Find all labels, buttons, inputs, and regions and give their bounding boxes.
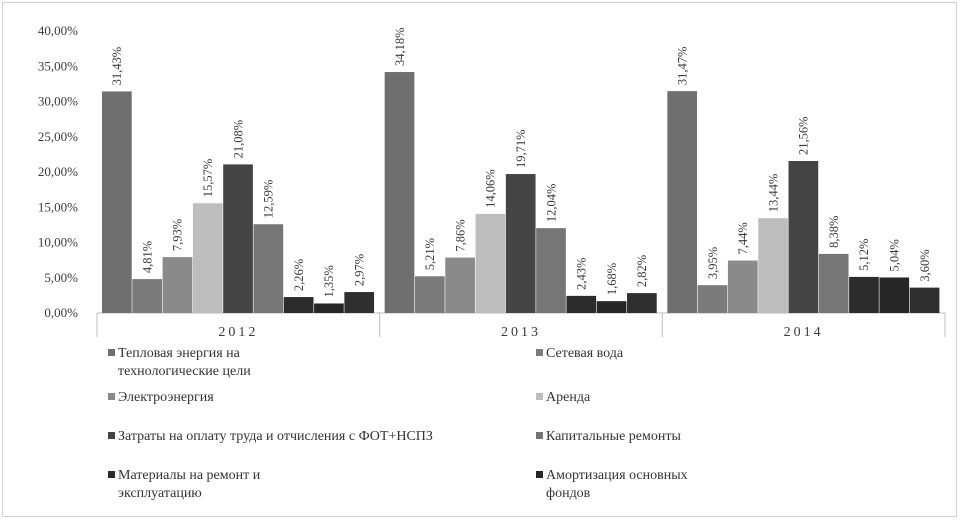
data-label: 12,59% [262, 180, 276, 219]
bar [475, 213, 506, 313]
data-label: 4,81% [140, 241, 154, 273]
y-tick-label: 40,00% [38, 23, 78, 38]
legend-label: Затраты на оплату труда и отчисления с Ф… [118, 429, 433, 444]
data-label: 5,12% [857, 239, 871, 271]
data-label: 2,82% [635, 255, 649, 287]
bar [849, 276, 879, 313]
data-label: 7,86% [453, 219, 467, 251]
x-category-label: 2013 [501, 325, 541, 340]
legend-swatch [108, 349, 115, 356]
bar [102, 91, 132, 313]
data-label: 12,04% [544, 184, 558, 223]
legend-swatch [536, 349, 543, 356]
bar [879, 277, 910, 313]
legend-label: Тепловая энергия на [118, 346, 241, 361]
bar [818, 253, 849, 313]
bar [445, 257, 475, 313]
legend-label: Амортизация основных [546, 468, 688, 483]
bar [697, 285, 728, 313]
legend-label: Материалы на ремонт и [118, 468, 261, 483]
bar [505, 174, 536, 313]
bar [536, 228, 566, 313]
bar [192, 203, 223, 313]
bar [253, 224, 284, 313]
y-tick-label: 10,00% [38, 235, 78, 250]
bar [566, 295, 597, 313]
data-label: 21,08% [231, 120, 245, 159]
bar [283, 297, 314, 313]
legend-label: Аренда [546, 390, 591, 405]
bar [414, 276, 445, 313]
data-label: 7,93% [171, 219, 185, 251]
data-label: 2,97% [353, 254, 367, 286]
y-tick-label: 0,00% [44, 305, 78, 320]
bar [758, 218, 788, 313]
legend-label: эксплуатацию [118, 486, 202, 501]
legend-swatch [108, 471, 115, 478]
x-category-label: 2014 [784, 325, 824, 340]
legend-swatch [536, 471, 543, 478]
legend-swatch [108, 393, 115, 400]
bar [162, 257, 193, 313]
bar [627, 293, 657, 313]
bar [384, 72, 415, 313]
data-label: 14,06% [484, 169, 498, 208]
legend-swatch [536, 432, 543, 439]
data-label: 1,68% [605, 263, 619, 295]
data-label: 34,18% [393, 27, 407, 66]
legend-swatch [536, 393, 543, 400]
data-label: 5,04% [888, 239, 902, 271]
data-label: 3,60% [918, 249, 932, 281]
data-label: 8,38% [827, 216, 841, 248]
y-tick-label: 20,00% [38, 164, 78, 179]
x-category-label: 2012 [218, 325, 258, 340]
data-label: 15,57% [201, 159, 215, 198]
y-tick-label: 35,00% [38, 58, 78, 73]
data-label: 13,44% [766, 174, 780, 213]
data-label: 1,35% [322, 265, 336, 297]
bar [223, 164, 253, 313]
data-label: 2,26% [292, 259, 306, 291]
bar [344, 292, 375, 313]
data-label: 21,56% [797, 116, 811, 155]
bar [909, 287, 940, 313]
legend-label: фондов [546, 486, 591, 501]
data-label: 31,43% [110, 47, 124, 86]
bar [788, 161, 819, 313]
legend-label: Электроэнергия [118, 390, 214, 405]
data-label: 2,43% [575, 258, 589, 290]
legend-label: Сетевая вода [546, 346, 624, 361]
bar [314, 303, 344, 313]
legend-swatch [108, 432, 115, 439]
bar [727, 260, 758, 313]
y-tick-label: 25,00% [38, 129, 78, 144]
y-tick-label: 15,00% [38, 199, 78, 214]
data-label: 7,44% [736, 222, 750, 254]
bar [596, 301, 627, 313]
data-label: 19,71% [514, 129, 528, 168]
data-label: 5,21% [423, 238, 437, 270]
y-tick-label: 30,00% [38, 94, 78, 109]
legend-label: Капитальные ремонты [546, 429, 681, 444]
data-label: 31,47% [675, 47, 689, 86]
bar [667, 91, 698, 313]
y-tick-label: 5,00% [44, 270, 78, 285]
data-label: 3,95% [706, 247, 720, 279]
bar [132, 279, 162, 313]
legend-label: технологические цели [118, 364, 251, 379]
